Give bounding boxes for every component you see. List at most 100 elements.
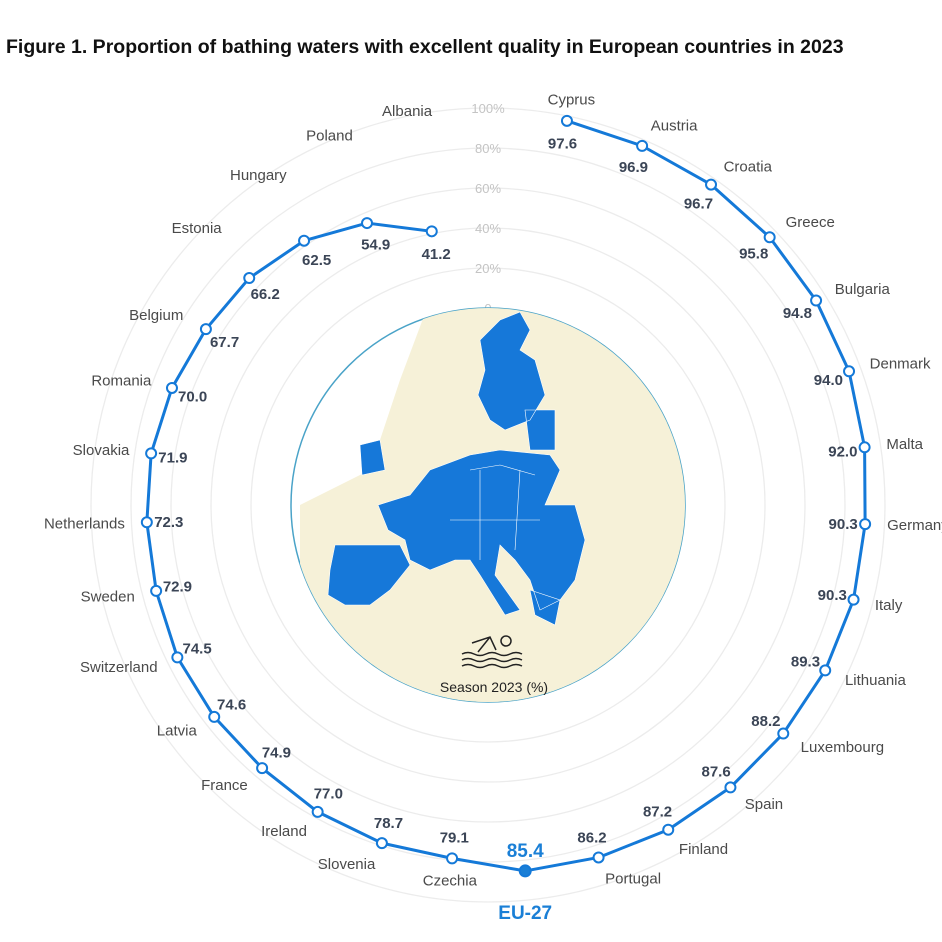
value-label: 86.2 [577,829,606,846]
data-point[interactable] [662,823,675,836]
value-label: 71.9 [158,450,187,467]
data-point[interactable] [171,651,184,664]
eu-countries-shape [327,311,586,626]
value-label: 78.7 [374,815,403,832]
category-label: Croatia [724,159,773,176]
europe-map: Season 2023 (%) [290,307,686,703]
radial-tick-label: 40% [475,221,501,236]
category-label: Malta [886,436,923,453]
category-label: Switzerland [80,659,158,676]
category-label: Albania [382,103,433,120]
value-label: 96.7 [684,196,713,213]
data-point[interactable] [859,518,872,531]
radial-tick-label: 60% [475,181,501,196]
category-label: Hungary [230,167,287,184]
radial-tick-label: 80% [475,141,501,156]
category-label: Slovakia [73,442,130,459]
value-label: 41.2 [422,246,451,263]
data-point[interactable] [636,139,649,152]
value-label: 87.6 [702,764,731,781]
labels: 97.6 Cyprus 96.9 Austria 96.7 Croatia 95.8 Gree… [44,91,942,924]
category-label: Poland [306,128,353,145]
data-point[interactable] [763,231,776,244]
category-label: EU-27 [498,903,552,924]
value-label: 97.6 [548,135,577,152]
value-label: 95.8 [739,245,768,262]
data-point[interactable] [724,781,737,794]
value-label: 96.9 [619,159,648,176]
data-point[interactable] [446,852,459,865]
data-point[interactable] [199,323,212,336]
category-label: Sweden [81,588,135,605]
data-point[interactable] [425,225,438,238]
data-point[interactable] [165,381,178,394]
data-point[interactable] [256,762,269,775]
grid-ring [170,187,806,823]
data-point[interactable] [810,294,823,307]
series-line [145,119,867,873]
data-point[interactable] [140,516,153,529]
data-point[interactable] [843,365,856,378]
data-point[interactable] [208,710,221,723]
data-point[interactable] [592,851,605,864]
value-label: 92.0 [828,444,857,461]
grid: 020%40%60%80%100% [90,101,886,903]
category-label: Portugal [605,870,661,887]
value-label: 54.9 [361,236,390,253]
swimmer-icon [461,635,523,669]
category-label: Germany [887,517,942,534]
value-label: 94.0 [814,372,843,389]
category-label: Italy [875,597,903,614]
data-point[interactable] [361,217,374,230]
category-label: Slovenia [318,856,376,873]
value-label: 94.8 [783,305,812,322]
category-label: Lithuania [845,672,907,689]
grid-ring [90,107,886,903]
value-label: 89.3 [791,654,820,671]
data-point[interactable] [243,272,256,285]
value-label: 62.5 [302,252,331,269]
data-point[interactable] [150,584,163,597]
radial-tick-label: 20% [475,261,501,276]
value-label: 72.9 [163,578,192,595]
category-label: Cyprus [548,91,596,108]
data-point[interactable] [777,727,790,740]
category-label: Austria [651,118,698,135]
value-label: 70.0 [178,389,207,406]
value-label: 67.7 [210,334,239,351]
data-point[interactable] [819,664,832,677]
data-point[interactable] [375,837,388,850]
category-label: Luxembourg [801,739,884,756]
category-label: Latvia [157,722,198,739]
value-label: 74.6 [217,696,246,713]
value-label: 66.2 [251,286,280,303]
grid-ring [130,147,846,863]
value-label: 90.3 [829,516,858,533]
data-point[interactable] [858,441,871,454]
value-label: 90.3 [818,587,847,604]
value-label: 77.0 [314,786,343,803]
center-label: Season 2023 (%) [440,679,548,695]
grid-ring [210,227,766,783]
category-label: Romania [91,372,152,389]
category-label: Ireland [261,823,307,840]
grid-ring [250,267,726,743]
data-point[interactable] [847,593,860,606]
category-label: France [201,777,248,794]
value-label: 87.2 [643,803,672,820]
value-label: 72.3 [154,514,183,531]
category-label: Czechia [423,872,478,889]
category-label: Netherlands [44,515,125,532]
category-label: Denmark [870,356,931,373]
data-point[interactable] [145,447,158,460]
value-label: 88.2 [751,713,780,730]
data-point[interactable] [705,178,718,191]
data-point[interactable] [560,114,573,127]
category-label: Estonia [172,220,223,237]
value-label: 74.5 [183,641,212,658]
data-point[interactable] [518,864,532,878]
data-point[interactable] [311,805,324,818]
value-label: 85.4 [507,841,544,862]
data-point[interactable] [298,234,311,247]
